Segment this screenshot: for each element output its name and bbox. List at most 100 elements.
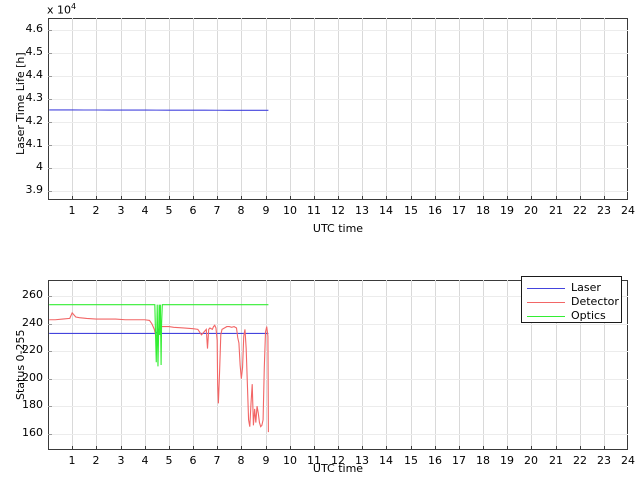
x-tick-mark [507,446,508,450]
x-tick-mark [580,446,581,450]
x-tick-label: 24 [621,204,635,217]
x-tick-mark [362,196,363,200]
x-axis-label-top: UTC time [312,222,364,235]
y-tick-mark [48,145,52,146]
x-tick-mark [531,196,532,200]
x-tick-label: 14 [379,204,393,217]
vertical-gridline [241,18,242,200]
vertical-gridline [338,18,339,200]
x-tick-mark [145,196,146,200]
y-tick-label: 4.5 [25,45,44,58]
x-tick-label: 19 [500,454,514,467]
x-tick-label: 16 [428,204,442,217]
series-svg [49,304,269,433]
vertical-gridline [314,280,315,450]
y-tick-mark [48,168,52,169]
x-tick-label: 14 [379,454,393,467]
x-tick-mark [411,196,412,200]
x-tick-mark [72,446,73,450]
legend-color-swatch [527,302,565,304]
x-tick-label: 17 [452,454,466,467]
x-tick-mark [507,196,508,200]
vertical-gridline [145,280,146,450]
x-tick-mark [121,446,122,450]
x-tick-mark [604,446,605,450]
x-tick-mark [96,196,97,200]
y-tick-mark [48,434,52,435]
vertical-gridline [386,280,387,450]
vertical-gridline [580,18,581,200]
x-tick-label: 12 [331,204,345,217]
y-tick-label: 3.9 [25,183,44,196]
vertical-gridline [314,18,315,200]
horizontal-gridline [48,30,628,31]
y-tick-mark [48,379,52,380]
vertical-gridline [556,18,557,200]
legend-label: Laser [571,281,601,294]
legend-item[interactable]: Laser [522,281,621,295]
x-tick-mark [362,446,363,450]
x-tick-label: 6 [189,204,197,217]
x-tick-mark [193,196,194,200]
horizontal-gridline [48,191,628,192]
vertical-gridline [72,280,73,450]
legend-item[interactable]: Optics [522,309,621,323]
x-tick-label: 18 [476,454,490,467]
x-axis-label-bottom: UTC time [312,462,364,475]
vertical-gridline [411,18,412,200]
legend-color-swatch [527,316,565,318]
vertical-gridline [459,280,460,450]
y-tick-label: 4.6 [25,22,44,35]
x-tick-mark [386,196,387,200]
x-tick-mark [193,446,194,450]
y-tick-label: 4.1 [25,137,44,150]
x-tick-label: 19 [500,204,514,217]
vertical-gridline [290,280,291,450]
vertical-gridline [604,18,605,200]
x-tick-mark [483,446,484,450]
x-tick-mark [314,196,315,200]
vertical-gridline [580,280,581,450]
y-axis-label-bottom: Status 0-255 [14,329,27,400]
x-tick-label: 8 [237,204,245,217]
horizontal-gridline [48,122,628,123]
legend-item[interactable]: Detector [522,295,621,309]
y-tick-label: 4.3 [25,91,44,104]
vertical-gridline [386,18,387,200]
series-line-detector [49,311,269,433]
series-line-optics [49,304,269,367]
x-tick-label: 1 [68,204,76,217]
x-tick-label: 21 [549,454,563,467]
x-tick-label: 24 [621,454,635,467]
x-tick-mark [241,196,242,200]
horizontal-gridline [48,76,628,77]
horizontal-gridline [48,168,628,169]
x-tick-mark [580,196,581,200]
x-tick-mark [266,446,267,450]
vertical-gridline [193,280,194,450]
x-tick-mark [121,196,122,200]
y-tick-mark [48,76,52,77]
horizontal-gridline [48,324,628,325]
vertical-gridline [507,18,508,200]
x-tick-label: 4 [141,454,149,467]
vertical-gridline [459,18,460,200]
vertical-gridline [266,280,267,450]
x-tick-label: 16 [428,454,442,467]
vertical-gridline [121,18,122,200]
horizontal-gridline [48,53,628,54]
y-tick-label: 160 [22,426,43,439]
x-tick-mark [531,446,532,450]
x-tick-label: 15 [404,454,418,467]
horizontal-gridline [48,99,628,100]
y-tick-label: 220 [22,343,43,356]
x-tick-label: 4 [141,204,149,217]
data-traces-bottom [48,280,628,450]
x-tick-label: 22 [573,454,587,467]
vertical-gridline [338,280,339,450]
x-tick-label: 21 [549,204,563,217]
x-tick-mark [556,196,557,200]
vertical-gridline [145,18,146,200]
vertical-gridline [604,280,605,450]
